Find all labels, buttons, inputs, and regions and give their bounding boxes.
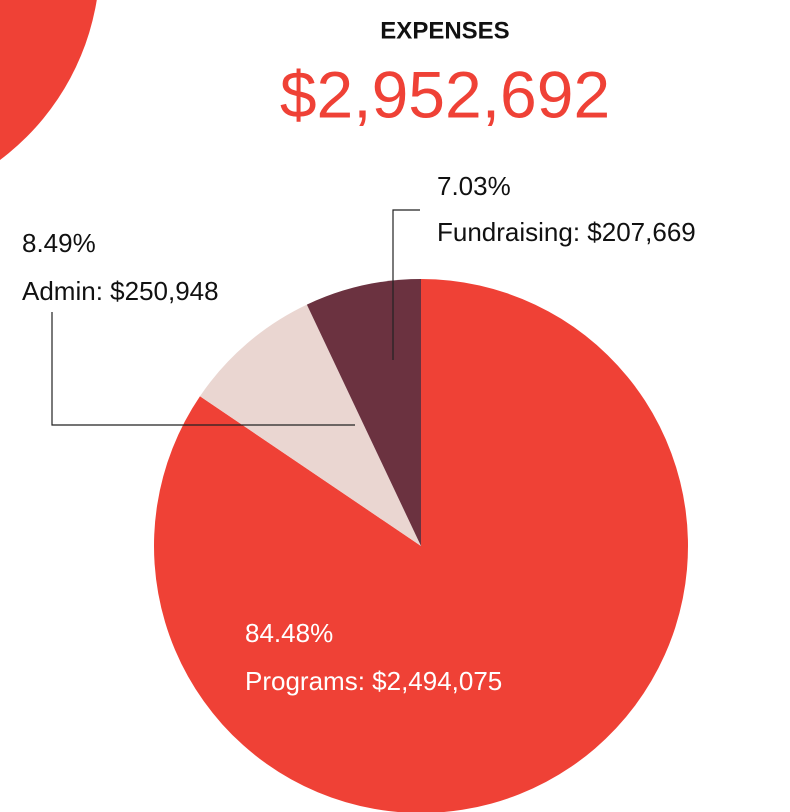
chart-title: EXPENSES bbox=[380, 17, 509, 44]
slice-label: Admin: $250,948 bbox=[22, 276, 219, 306]
value-label: 8.49% bbox=[22, 228, 96, 258]
slice-label: Programs: $2,494,075 bbox=[245, 666, 502, 696]
slice-label: Fundraising: $207,669 bbox=[437, 217, 696, 247]
leader-line bbox=[51, 312, 355, 426]
value-label: 84.48% bbox=[245, 618, 333, 648]
decor-circle bbox=[0, 0, 97, 160]
chart-subtitle: $2,952,692 bbox=[280, 57, 610, 131]
pie-slice bbox=[154, 279, 688, 812]
value-label: 7.03% bbox=[437, 171, 511, 201]
leader-line bbox=[392, 209, 420, 360]
pie bbox=[154, 279, 688, 812]
